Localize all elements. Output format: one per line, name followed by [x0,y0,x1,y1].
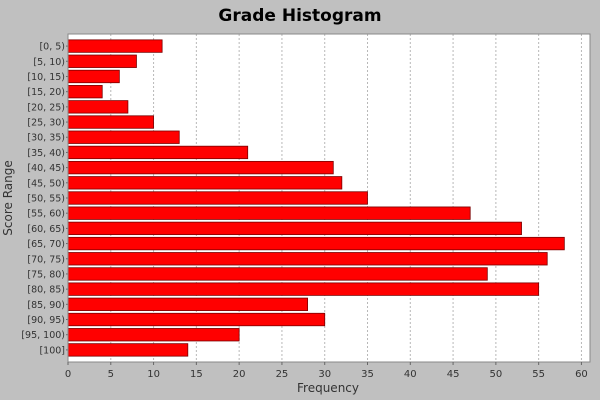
y-tick-label: [95, 100) [21,330,65,341]
x-tick-label: 30 [318,369,331,380]
x-tick-label: 25 [276,369,289,380]
chart-title: Grade Histogram [218,6,382,26]
y-tick-label: [20, 25) [27,102,65,113]
x-tick-label: 50 [490,369,503,380]
bar [67,328,240,342]
plot-border [67,33,591,363]
x-tick-label: 55 [532,369,545,380]
y-tick-label: [100] [39,345,65,356]
y-tick-label: [30, 35) [27,133,65,144]
x-tick-label: 35 [361,369,374,380]
bar [67,206,471,220]
bar [67,312,326,327]
y-tick-label: [75, 80) [27,269,65,280]
bar [67,191,368,205]
x-tick-label: 40 [404,369,417,380]
x-tick-label: 45 [447,369,460,380]
x-tick-label: 0 [65,369,71,380]
y-tick-label: [25, 30) [27,118,65,129]
y-tick-label: [10, 15) [27,72,65,83]
y-tick-label: [45, 50) [27,178,65,189]
y-tick-label: [70, 75) [27,254,65,265]
y-tick-label: [15, 20) [27,87,65,98]
y-tick-label: [60, 65) [27,224,65,235]
bar [67,252,548,266]
bar [67,85,103,99]
x-tick-label: 60 [575,369,588,380]
bar [67,221,522,236]
y-tick-label: [50, 55) [27,194,65,205]
bar [67,297,309,311]
x-tick-label: 5 [108,369,114,380]
y-tick-label: [35, 40) [27,148,65,159]
bar [67,130,180,144]
y-tick-label: [65, 70) [27,239,65,250]
bar [67,176,343,190]
bar [67,39,163,53]
y-tick-label: [80, 85) [27,285,65,296]
x-axis-label: Frequency [297,381,359,395]
bar [67,100,129,114]
y-tick-label: [0, 5) [39,42,65,53]
bar [67,236,565,251]
bar [67,343,189,357]
x-tick-label: 20 [233,369,246,380]
y-tick-label: [40, 45) [27,163,65,174]
bar [67,282,540,296]
bar [67,267,488,281]
bar [67,115,154,129]
y-tick-label: [55, 60) [27,209,65,220]
y-tick-label: [85, 90) [27,300,65,311]
x-tick-label: 15 [190,369,203,380]
bar [67,69,120,84]
y-tick-label: [5, 10) [33,57,65,68]
bar [67,160,334,175]
bar [67,145,249,160]
bar [67,54,137,68]
y-tick-label: [90, 95) [27,315,65,326]
x-tick-label: 10 [147,369,160,380]
